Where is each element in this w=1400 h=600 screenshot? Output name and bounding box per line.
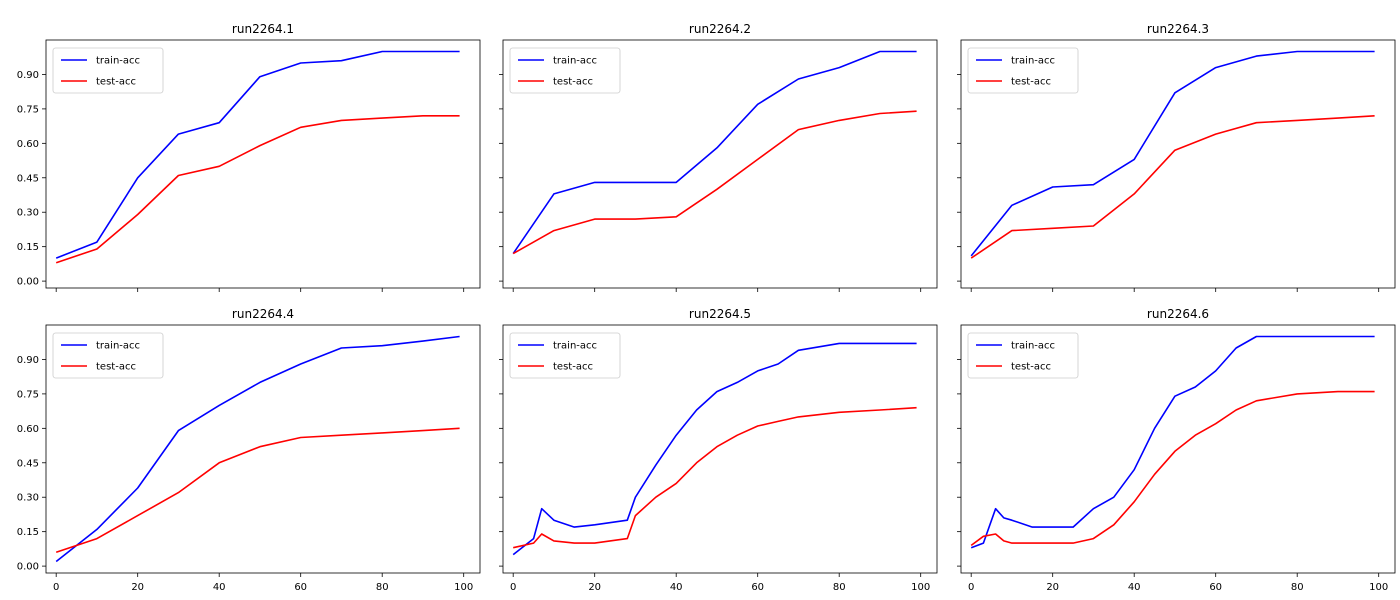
x-tick-label: 100 — [454, 582, 473, 593]
legend-label: train-acc — [96, 56, 140, 67]
series-line-train-acc — [55, 50, 460, 259]
x-tick-label: 20 — [588, 582, 601, 593]
y-tick-label: 0.15 — [17, 527, 39, 538]
y-tick-label: 0.30 — [17, 208, 39, 219]
x-tick-label: 0 — [510, 582, 516, 593]
x-tick-label: 100 — [911, 582, 930, 593]
x-tick-label: 0 — [53, 582, 59, 593]
x-tick-label: 80 — [376, 582, 389, 593]
y-tick-label: 0.60 — [17, 424, 39, 435]
x-tick-label: 0 — [968, 582, 974, 593]
x-tick-label: 60 — [751, 582, 764, 593]
subplot-title: run2264.1 — [232, 22, 294, 36]
y-tick-label: 0.90 — [17, 355, 39, 366]
series-line-test-acc — [512, 110, 917, 255]
legend-label: test-acc — [96, 362, 136, 373]
x-tick-label: 60 — [1209, 582, 1222, 593]
legend-label: test-acc — [553, 77, 593, 88]
x-tick-label: 40 — [213, 582, 226, 593]
subplot-2: run2264.2 train-acc test-acc — [499, 22, 938, 292]
series-line-train-acc — [512, 50, 917, 255]
series-line-train-acc — [970, 335, 1375, 549]
subplot-4: run2264.4 0.00 0.15 0.30 0.45 0.60 0.75 0.90 0 20… — [17, 307, 481, 593]
subplot-title: run2264.5 — [689, 307, 751, 321]
legend-label: test-acc — [96, 77, 136, 88]
subplot-title: run2264.4 — [232, 307, 294, 321]
legend-label: test-acc — [553, 362, 593, 373]
x-tick-label: 80 — [833, 582, 846, 593]
series-line-test-acc — [970, 390, 1375, 547]
y-tick-label: 0.60 — [17, 139, 39, 150]
x-tick-label: 20 — [131, 582, 144, 593]
series-line-train-acc — [512, 342, 917, 556]
legend-label: train-acc — [1011, 56, 1055, 67]
legend-label: train-acc — [553, 56, 597, 67]
subplot-5: run2264.5 0 20 40 60 80 100 train-acc test-acc — [499, 307, 938, 593]
legend: train-acc test-acc — [509, 47, 621, 94]
legend: train-acc test-acc — [967, 47, 1079, 94]
legend-label: train-acc — [553, 341, 597, 352]
legend: train-acc test-acc — [509, 332, 621, 379]
x-tick-label: 60 — [294, 582, 307, 593]
legend: train-acc test-acc — [52, 47, 164, 94]
y-tick-label: 0.75 — [17, 104, 39, 115]
subplot-title: run2264.3 — [1147, 22, 1209, 36]
y-tick-label: 0.90 — [17, 70, 39, 81]
legend-label: train-acc — [1011, 341, 1055, 352]
subplot-title: run2264.6 — [1147, 307, 1209, 321]
y-tick-label: 0.00 — [17, 277, 39, 288]
x-tick-label: 40 — [1128, 582, 1141, 593]
legend-label: train-acc — [96, 341, 140, 352]
subplot-title: run2264.2 — [689, 22, 751, 36]
legend-label: test-acc — [1011, 362, 1051, 373]
y-tick-label: 0.00 — [17, 562, 39, 573]
y-tick-label: 0.15 — [17, 242, 39, 253]
legend-label: test-acc — [1011, 77, 1051, 88]
series-line-test-acc — [55, 115, 460, 264]
series-line-train-acc — [970, 50, 1375, 257]
series-line-train-acc — [55, 335, 460, 563]
series-line-test-acc — [55, 427, 460, 554]
y-tick-label: 0.75 — [17, 389, 39, 400]
legend: train-acc test-acc — [52, 332, 164, 379]
subplot-1: run2264.1 0.00 0.15 0.30 0.45 0.60 0.75 0.90 tra… — [17, 22, 481, 292]
x-tick-label: 40 — [670, 582, 683, 593]
y-tick-label: 0.45 — [17, 173, 39, 184]
legend: train-acc test-acc — [967, 332, 1079, 379]
y-tick-label: 0.45 — [17, 458, 39, 469]
y-tick-label: 0.30 — [17, 493, 39, 504]
subplot-3: run2264.3 train-acc test-acc — [957, 22, 1396, 292]
x-tick-label: 100 — [1369, 582, 1388, 593]
series-line-test-acc — [970, 115, 1375, 259]
x-tick-label: 20 — [1046, 582, 1059, 593]
x-tick-label: 80 — [1291, 582, 1304, 593]
subplot-6: run2264.6 0 20 40 60 80 100 train-acc test-acc — [957, 307, 1396, 593]
series-line-test-acc — [513, 406, 917, 549]
